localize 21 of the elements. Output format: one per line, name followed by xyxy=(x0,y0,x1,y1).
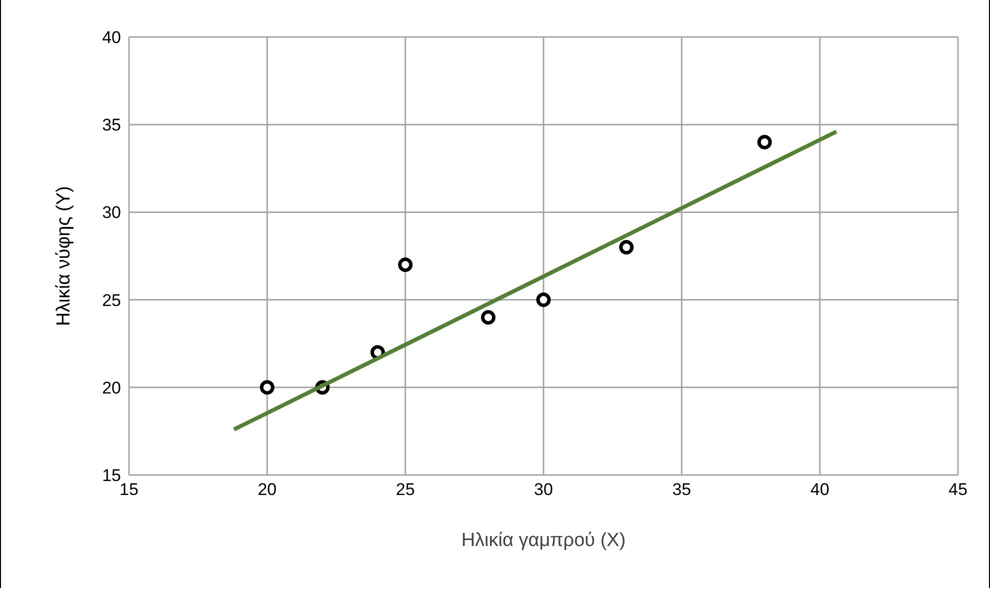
y-tick-label: 15 xyxy=(102,466,121,486)
x-tick-label: 20 xyxy=(258,480,277,500)
y-tick-label: 35 xyxy=(102,116,121,135)
y-tick-label: 40 xyxy=(102,28,121,48)
x-tick-label: 25 xyxy=(396,480,415,500)
y-tick-label: 20 xyxy=(102,378,121,398)
point xyxy=(398,258,413,272)
x-tick-label: 15 xyxy=(120,480,138,500)
x-tick-label: 30 xyxy=(534,480,553,500)
y-tick-label: 30 xyxy=(102,203,121,222)
point xyxy=(480,310,496,325)
point xyxy=(619,240,634,254)
y-axis-title: Ηλικία νύφης (Υ) xyxy=(54,186,75,326)
point xyxy=(536,292,551,308)
point xyxy=(260,380,274,395)
point xyxy=(757,134,772,150)
x-tick-label: 45 xyxy=(948,480,968,500)
x-axis-title: Ηλικία γαμπρού (Χ) xyxy=(461,530,626,551)
x-tick-label: 40 xyxy=(810,480,830,500)
y-tick-label: 25 xyxy=(102,290,121,310)
x-tick-label: 35 xyxy=(672,480,692,500)
